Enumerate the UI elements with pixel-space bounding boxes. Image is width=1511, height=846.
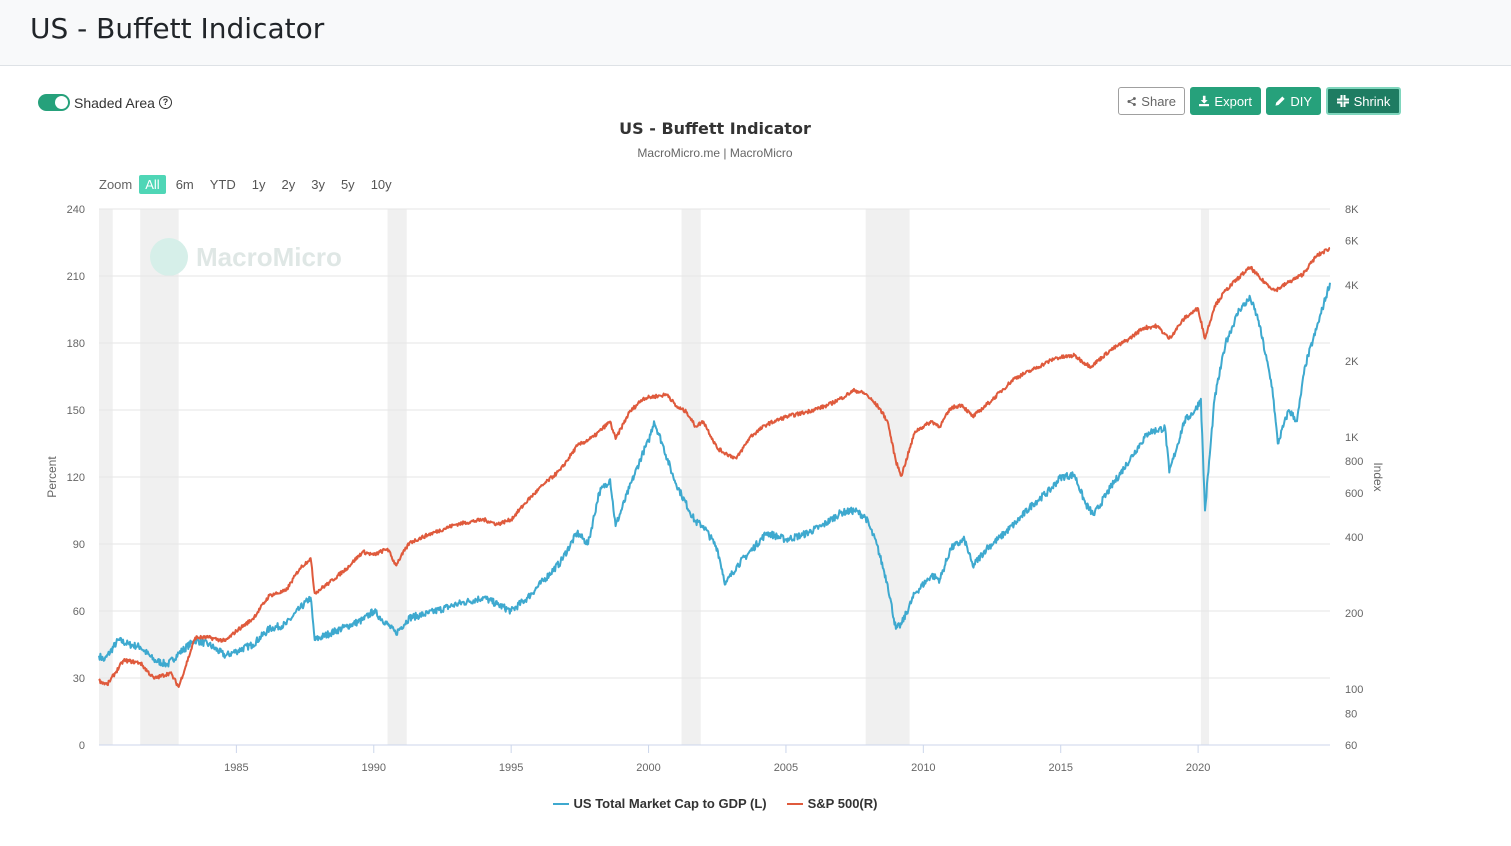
zoom-2y-button[interactable]: 2y <box>281 177 296 192</box>
chart-legend: US Total Market Cap to GDP (L) S&P 500(R… <box>0 796 1430 811</box>
y-left-tick-label: 210 <box>67 271 85 283</box>
x-tick-label: 2015 <box>1048 762 1072 774</box>
x-tick-label: 2000 <box>636 762 660 774</box>
y-right-tick-label: 8K <box>1345 204 1359 216</box>
y-left-tick-label: 120 <box>67 472 85 484</box>
series-line-sp500 <box>98 247 1331 688</box>
shrink-button[interactable]: Shrink <box>1326 87 1401 115</box>
chart-toolbar: Share Export DIY Shrink <box>1118 87 1401 115</box>
zoom-ytd-button[interactable]: YTD <box>209 177 236 192</box>
shaded-area-toggle[interactable] <box>38 94 70 111</box>
page-header: US - Buffett Indicator <box>0 0 1511 66</box>
zoom-1y-button[interactable]: 1y <box>251 177 266 192</box>
watermark-text: MacroMicro <box>196 242 342 272</box>
page-title: US - Buffett Indicator <box>30 12 325 45</box>
series-line-market-cap <box>98 282 1331 668</box>
share-button[interactable]: Share <box>1118 87 1185 115</box>
chart-subtitle: MacroMicro.me | MacroMicro <box>637 146 793 160</box>
zoom-3y-button[interactable]: 3y <box>311 177 325 192</box>
zoom-5y-button[interactable]: 5y <box>340 177 355 192</box>
shrink-label: Shrink <box>1353 93 1391 109</box>
y-right-tick-label: 2K <box>1345 356 1359 368</box>
share-label: Share <box>1141 93 1176 109</box>
shaded-area-label: Shaded Area <box>74 94 155 111</box>
watermark-logo <box>150 238 188 276</box>
y-left-tick-label: 150 <box>67 405 85 417</box>
x-tick-label: 2010 <box>911 762 935 774</box>
chart-title: US - Buffett Indicator <box>619 119 811 138</box>
y-right-tick-label: 4K <box>1345 280 1359 292</box>
legend-swatch-market-cap <box>552 802 569 805</box>
question-circle-icon[interactable]: ? <box>158 96 172 109</box>
legend-item-sp500[interactable]: S&P 500(R) <box>786 796 878 811</box>
diy-label: DIY <box>1290 93 1312 109</box>
download-icon <box>1199 95 1210 107</box>
x-tick-label: 2005 <box>774 762 798 774</box>
y-right-tick-label: 400 <box>1345 532 1363 544</box>
share-icon <box>1127 96 1136 106</box>
y-right-tick-label: 800 <box>1345 456 1363 468</box>
pencil-icon <box>1275 96 1285 106</box>
zoom-10y-button[interactable]: 10y <box>370 177 392 192</box>
y-right-axis-title: Index <box>1371 462 1385 491</box>
y-left-tick-label: 60 <box>73 606 85 618</box>
zoom-bar: Zoom All 6m YTD 1y 2y 3y 5y 10y <box>99 175 402 194</box>
zoom-all-button[interactable]: All <box>139 175 166 194</box>
y-right-tick-label: 100 <box>1345 684 1363 696</box>
y-right-tick-label: 60 <box>1345 740 1357 752</box>
zoom-label: Zoom <box>99 177 133 192</box>
y-right-tick-label: 200 <box>1345 608 1363 620</box>
legend-item-market-cap[interactable]: US Total Market Cap to GDP (L) <box>552 796 767 811</box>
y-left-tick-label: 240 <box>67 204 85 216</box>
y-left-tick-label: 0 <box>79 740 85 752</box>
y-right-tick-label: 6K <box>1345 236 1359 248</box>
y-left-tick-label: 90 <box>73 539 85 551</box>
export-label: Export <box>1214 93 1252 109</box>
legend-swatch-sp500 <box>786 802 803 805</box>
diy-button[interactable]: DIY <box>1266 87 1321 115</box>
zoom-6m-button[interactable]: 6m <box>175 177 194 192</box>
compress-icon <box>1336 95 1349 107</box>
y-right-tick-label: 80 <box>1345 708 1357 720</box>
y-left-axis-title: Percent <box>45 456 59 498</box>
y-left-tick-label: 180 <box>67 338 85 350</box>
shaded-area-toggle-group: Shaded Area ? <box>38 94 172 111</box>
x-tick-label: 1990 <box>362 762 386 774</box>
y-right-tick-label: 600 <box>1345 488 1363 500</box>
export-button[interactable]: Export <box>1190 87 1261 115</box>
y-right-tick-label: 1K <box>1345 432 1359 444</box>
x-tick-label: 1995 <box>499 762 523 774</box>
watermark-icon <box>150 238 188 276</box>
legend-label-market-cap: US Total Market Cap to GDP (L) <box>573 796 767 811</box>
legend-label-sp500: S&P 500(R) <box>807 796 878 811</box>
y-left-tick-label: 30 <box>73 673 85 685</box>
x-tick-label: 2020 <box>1186 762 1210 774</box>
x-tick-label: 1985 <box>224 762 248 774</box>
